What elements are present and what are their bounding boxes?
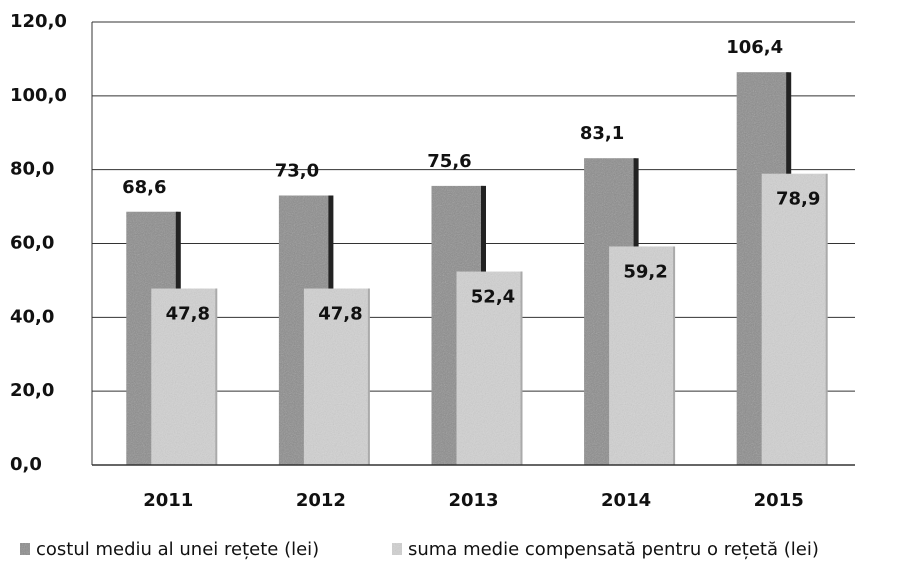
x-tick-label: 2013 bbox=[448, 490, 498, 511]
bar bbox=[609, 246, 675, 465]
y-tick-label: 40,0 bbox=[10, 306, 54, 327]
bar bbox=[303, 288, 369, 465]
value-label: 47,8 bbox=[318, 304, 362, 325]
value-label: 75,6 bbox=[427, 151, 471, 172]
value-label: 106,4 bbox=[726, 37, 783, 58]
bar bbox=[761, 173, 827, 466]
y-tick-label: 0,0 bbox=[10, 454, 42, 475]
bar bbox=[151, 288, 217, 465]
x-tick-label: 2012 bbox=[296, 490, 346, 511]
value-label: 78,9 bbox=[776, 189, 820, 210]
x-tick-label: 2014 bbox=[601, 490, 651, 511]
legend-label: costul mediu al unei rețete (lei) bbox=[36, 539, 319, 560]
y-tick-label: 20,0 bbox=[10, 380, 54, 401]
value-label: 59,2 bbox=[623, 261, 667, 282]
legend-label: suma medie compensată pentru o rețetă (l… bbox=[408, 539, 819, 560]
value-label: 52,4 bbox=[471, 287, 515, 308]
value-label: 47,8 bbox=[166, 304, 210, 325]
y-tick-label: 60,0 bbox=[10, 233, 54, 254]
y-tick-label: 80,0 bbox=[10, 159, 54, 180]
bar bbox=[456, 271, 522, 465]
x-tick-label: 2015 bbox=[754, 490, 804, 511]
y-tick-label: 100,0 bbox=[10, 85, 67, 106]
legend-swatch bbox=[20, 543, 30, 555]
x-tick-label: 2011 bbox=[143, 490, 193, 511]
y-tick-label: 120,0 bbox=[10, 11, 67, 32]
value-label: 73,0 bbox=[275, 161, 319, 182]
legend-swatch bbox=[392, 543, 402, 555]
value-label: 68,6 bbox=[122, 177, 166, 198]
value-label: 83,1 bbox=[580, 123, 624, 144]
